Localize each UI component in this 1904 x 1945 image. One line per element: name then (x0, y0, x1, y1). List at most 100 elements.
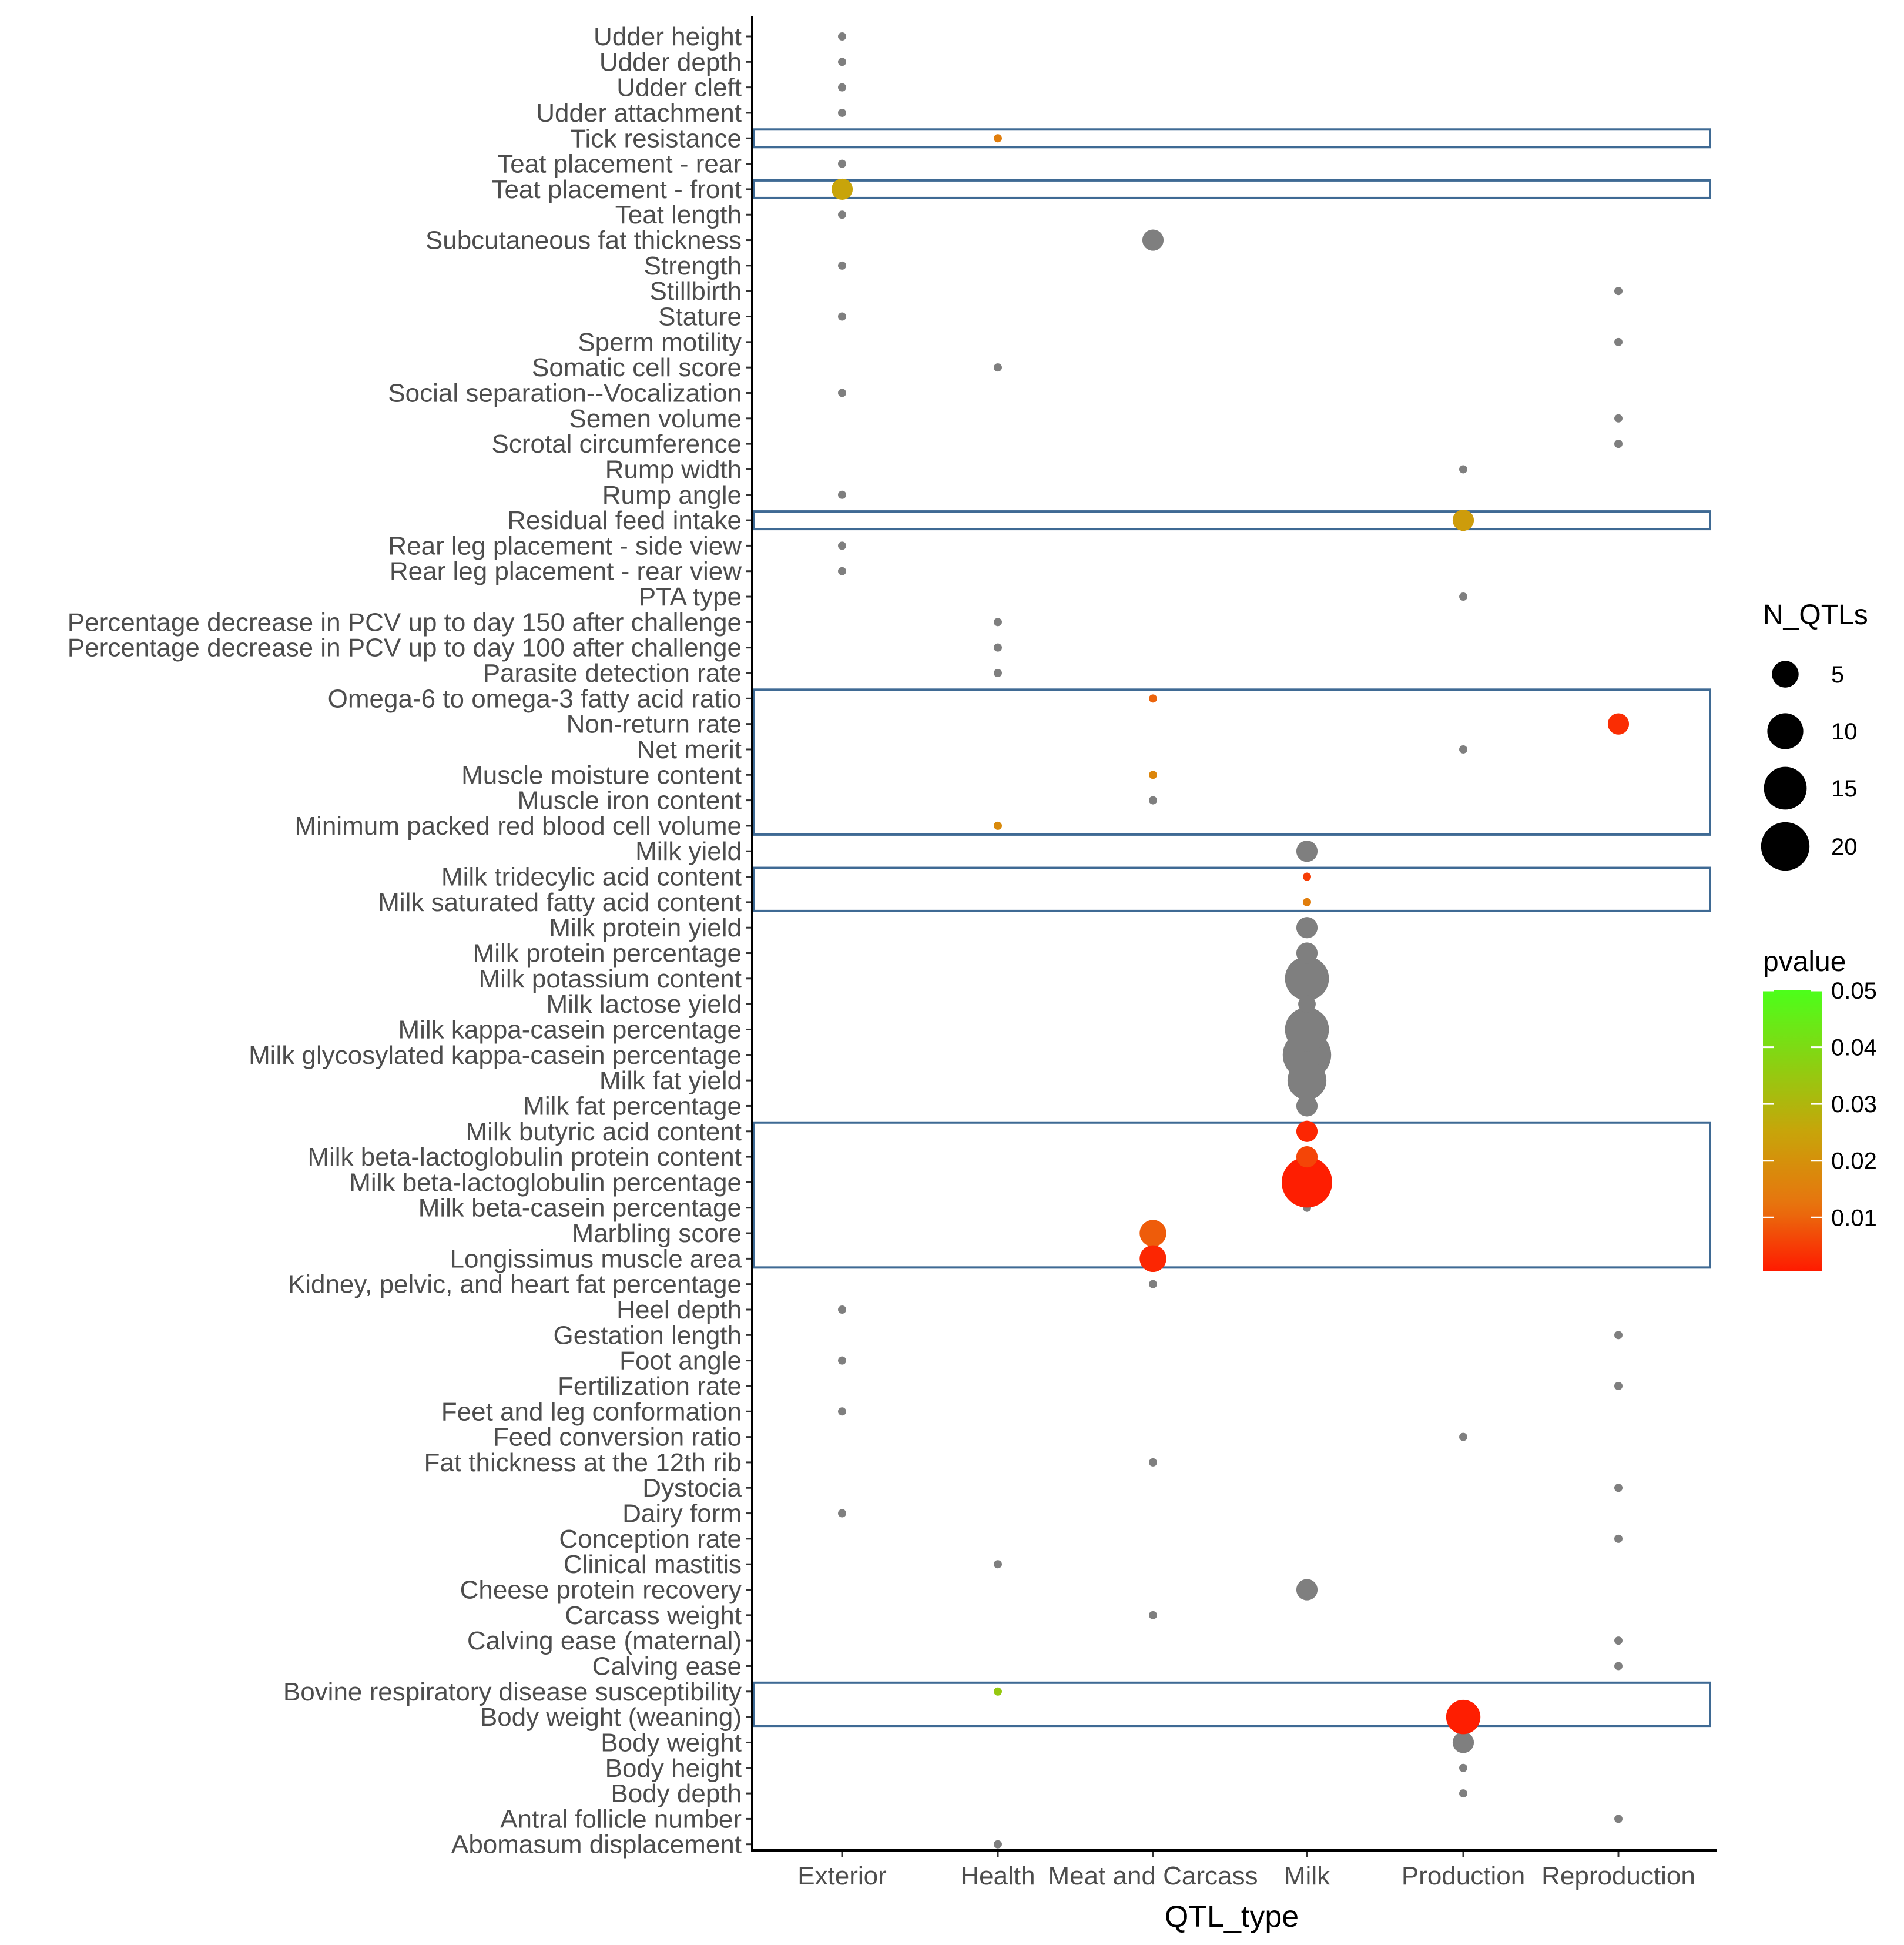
y-label-subcutaneous-fat-thickness: Subcutaneous fat thickness (425, 226, 742, 255)
point-omega-6-to-omega-3-fatty-acid-ratio-meat-and-carcass (1149, 694, 1157, 703)
y-label-stature: Stature (658, 303, 742, 332)
y-label-milk-protein-percentage: Milk protein percentage (473, 939, 742, 968)
color-legend-label: 0.04 (1831, 1035, 1877, 1061)
point-milk-yield-milk (1296, 841, 1318, 862)
y-label-rear-leg-placement-rear-view: Rear leg placement - rear view (390, 557, 742, 586)
point-teat-length-exterior (838, 210, 846, 219)
point-kidney-pelvic-and-heart-fat-percentage-meat-and-carcass (1149, 1280, 1157, 1288)
y-label-sperm-motility: Sperm motility (578, 328, 742, 357)
point-feed-conversion-ratio-production (1459, 1432, 1467, 1441)
y-label-dairy-form: Dairy form (622, 1499, 742, 1528)
y-label-social-separation-vocalization: Social separation--Vocalization (388, 379, 742, 407)
data-points (831, 32, 1630, 1849)
point-rump-width-production (1459, 465, 1467, 474)
point-milk-protein-percentage-milk (1296, 942, 1318, 964)
point-calving-ease-reproduction (1614, 1662, 1623, 1671)
y-label-body-weight: Body weight (601, 1728, 742, 1757)
y-label-udder-height: Udder height (594, 22, 742, 51)
size-legend-label: 10 (1831, 719, 1858, 745)
point-body-weight-weaning-production (1446, 1699, 1481, 1735)
size-legend-label: 5 (1831, 662, 1844, 688)
point-strength-exterior (838, 261, 846, 270)
point-rump-angle-exterior (838, 490, 846, 499)
point-net-merit-production (1459, 745, 1467, 754)
point-feet-and-leg-conformation-exterior (838, 1407, 846, 1416)
point-milk-protein-yield-milk (1296, 917, 1318, 939)
y-label-carcass-weight: Carcass weight (565, 1601, 742, 1630)
point-heel-depth-exterior (838, 1305, 846, 1314)
y-label-scrotal-circumference: Scrotal circumference (492, 430, 742, 458)
y-label-fat-thickness-at-the-12th-rib: Fat thickness at the 12th rib (424, 1448, 742, 1477)
point-dairy-form-exterior (838, 1509, 846, 1518)
y-label-udder-cleft: Udder cleft (616, 73, 742, 102)
y-label-body-depth: Body depth (611, 1779, 742, 1808)
point-clinical-mastitis-health (994, 1560, 1002, 1569)
color-legend-label: 0.03 (1831, 1092, 1877, 1117)
point-percentage-decrease-in-pcv-up-to-day-100-after-challenge-health (994, 643, 1002, 652)
y-label-rump-width: Rump width (605, 455, 742, 484)
point-longissimus-muscle-area-meat-and-carcass (1139, 1245, 1166, 1273)
y-label-milk-fat-percentage: Milk fat percentage (523, 1092, 742, 1120)
size-legend-label: 15 (1831, 776, 1858, 802)
point-udder-cleft-exterior (838, 83, 846, 92)
point-conception-rate-reproduction (1614, 1534, 1623, 1543)
point-fertilization-rate-reproduction (1614, 1381, 1623, 1390)
point-somatic-cell-score-health (994, 363, 1002, 372)
y-label-minimum-packed-red-blood-cell-volume: Minimum packed red blood cell volume (294, 812, 742, 841)
color-legend-bar (1763, 990, 1822, 1271)
point-calving-ease-maternal-reproduction (1614, 1636, 1623, 1645)
point-tick-resistance-health (994, 134, 1002, 143)
point-rear-leg-placement-side-view-exterior (838, 541, 846, 550)
size-legend: N_QTLs 5 10 15 20 (1761, 600, 1868, 871)
y-label-calving-ease: Calving ease (592, 1652, 742, 1680)
point-abomasum-displacement-health (994, 1840, 1002, 1849)
point-parasite-detection-rate-health (994, 669, 1002, 677)
point-muscle-iron-content-meat-and-carcass (1149, 796, 1157, 805)
y-label-udder-depth: Udder depth (599, 48, 742, 76)
x-label-health: Health (960, 1862, 1035, 1890)
point-stature-exterior (838, 312, 846, 321)
y-label-milk-tridecylic-acid-content: Milk tridecylic acid content (441, 863, 742, 892)
point-antral-follicle-number-reproduction (1614, 1815, 1623, 1823)
x-axis: Exterior Health Meat and Carcass Milk Produc… (797, 1850, 1695, 1890)
size-legend-key-20 (1761, 822, 1810, 871)
point-percentage-decrease-in-pcv-up-to-day-150-after-challenge-health (994, 618, 1002, 627)
point-cheese-protein-recovery-milk (1296, 1579, 1318, 1601)
y-label-body-weight-weaning: Body weight (weaning) (480, 1703, 742, 1732)
y-label-teat-placement-rear: Teat placement - rear (497, 150, 742, 179)
y-label-milk-yield: Milk yield (635, 837, 742, 866)
y-label-gestation-length: Gestation length (554, 1321, 742, 1350)
y-label-abomasum-displacement: Abomasum displacement (451, 1830, 742, 1859)
y-label-net-merit: Net merit (637, 735, 742, 764)
y-label-heel-depth: Heel depth (616, 1295, 742, 1324)
y-label-milk-butyric-acid-content: Milk butyric acid content (465, 1117, 742, 1146)
y-label-milk-saturated-fatty-acid-content: Milk saturated fatty acid content (378, 888, 742, 917)
point-dystocia-reproduction (1614, 1484, 1623, 1492)
y-label-milk-protein-yield: Milk protein yield (549, 913, 742, 942)
point-carcass-weight-meat-and-carcass (1149, 1611, 1157, 1619)
point-stillbirth-reproduction (1614, 287, 1623, 296)
point-milk-fat-percentage-milk (1296, 1095, 1318, 1117)
y-label-conception-rate: Conception rate (559, 1525, 742, 1554)
color-legend: pvalue 0.01 0.02 0.03 0.04 0.05 (1763, 946, 1877, 1271)
point-milk-potassium-content-milk (1285, 956, 1329, 1001)
y-label-bovine-respiratory-disease-susceptibility: Bovine respiratory disease susceptibilit… (283, 1678, 742, 1706)
y-label-clinical-mastitis: Clinical mastitis (564, 1550, 742, 1579)
y-label-omega-6-to-omega-3-fatty-acid-ratio: Omega-6 to omega-3 fatty acid ratio (328, 684, 742, 713)
y-label-body-height: Body height (605, 1754, 742, 1783)
y-label-longissimus-muscle-area: Longissimus muscle area (450, 1244, 742, 1273)
point-marbling-score-meat-and-carcass (1139, 1220, 1166, 1247)
point-scrotal-circumference-reproduction (1614, 440, 1623, 448)
x-label-meat-and-carcass: Meat and Carcass (1048, 1862, 1258, 1890)
y-label-rear-leg-placement-side-view: Rear leg placement - side view (388, 531, 742, 560)
point-body-height-production (1459, 1763, 1467, 1772)
point-milk-lactose-yield-milk (1298, 995, 1316, 1013)
y-label-percentage-decrease-in-pcv-up-to-day-100-after-challenge: Percentage decrease in PCV up to day 100… (68, 634, 742, 662)
point-milk-saturated-fatty-acid-content-milk (1303, 898, 1311, 906)
y-label-calving-ease-maternal: Calving ease (maternal) (467, 1626, 742, 1655)
y-label-non-return-rate: Non-return rate (566, 710, 742, 739)
y-label-percentage-decrease-in-pcv-up-to-day-150-after-challenge: Percentage decrease in PCV up to day 150… (68, 608, 742, 637)
